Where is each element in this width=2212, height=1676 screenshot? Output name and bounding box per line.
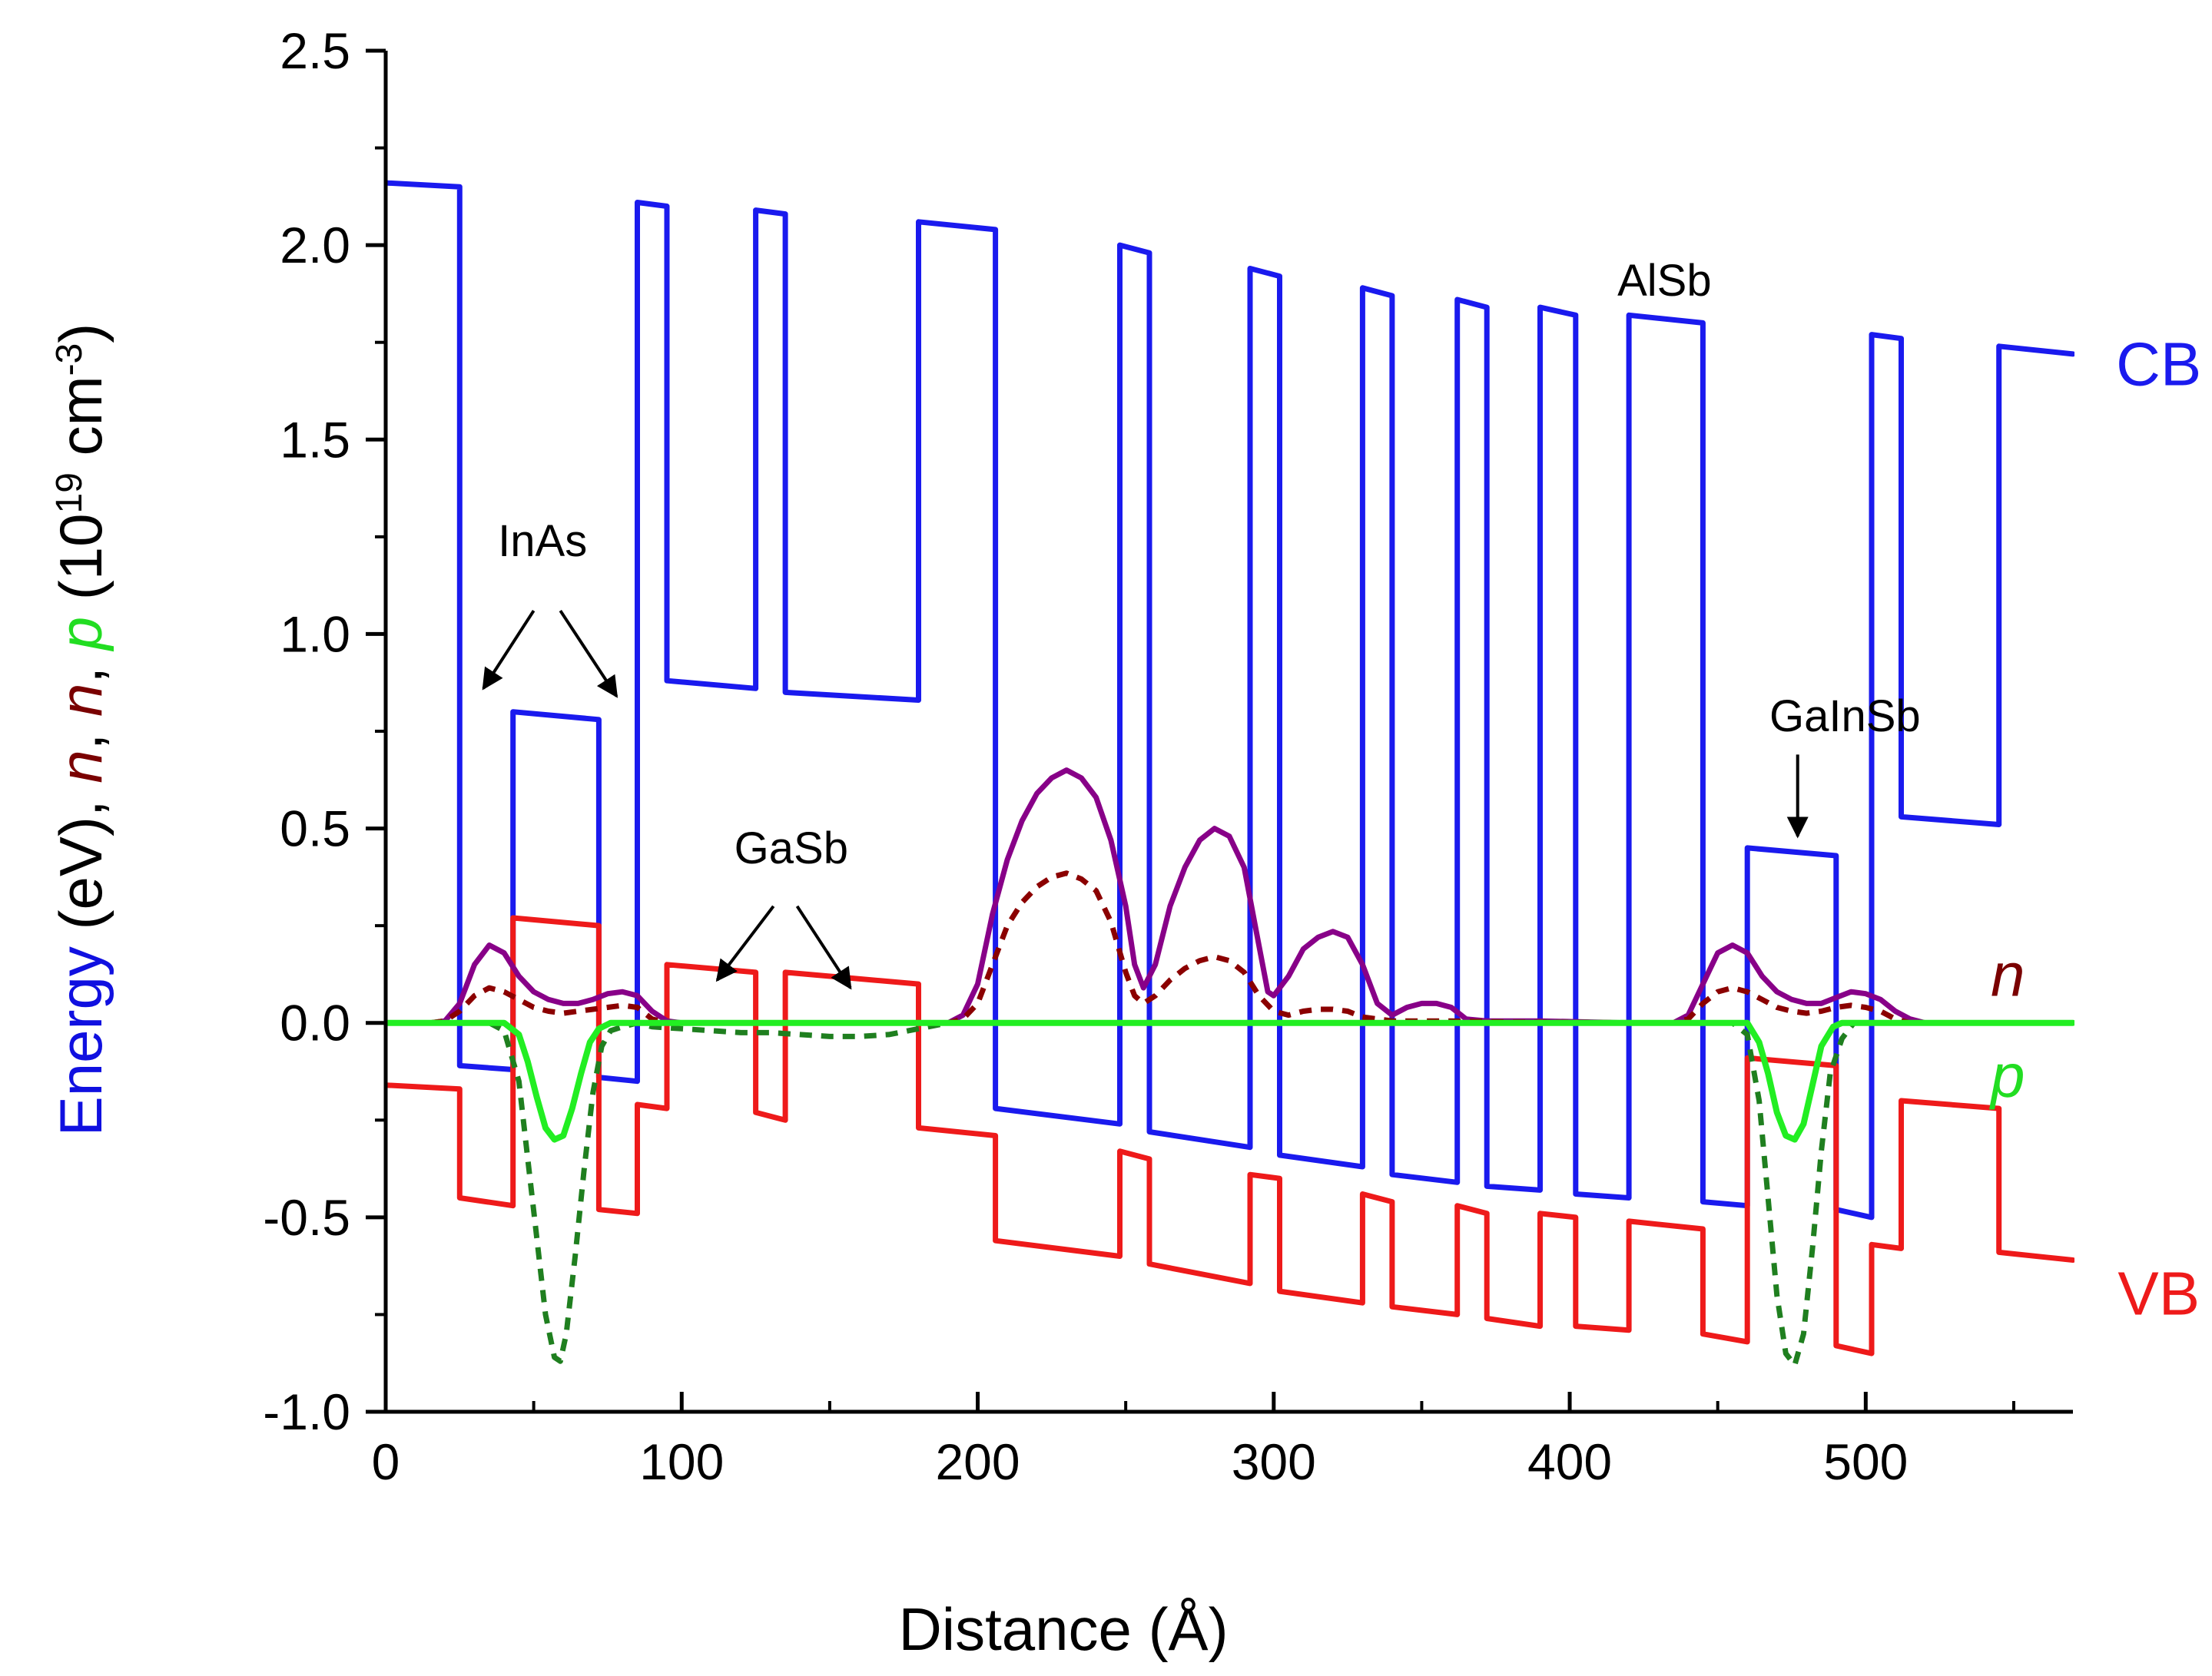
x-axis-title: Distance (Å) (898, 1595, 1228, 1663)
y-axis-title-part: , (47, 717, 114, 750)
y-tick-label: 1.5 (280, 411, 350, 468)
y-axis-title-part: cm (47, 376, 114, 472)
series-label-vb: VB (2117, 1259, 2200, 1327)
x-tick-label: 0 (372, 1433, 400, 1490)
ticks-layer: -1.0 -0.5 0.0 0.5 1.0 1.5 2.0 2.5 0 100 200 300 400 5… (263, 22, 2015, 1490)
annotation-arrow (482, 609, 536, 691)
annotation-arrow (715, 905, 775, 982)
annotation-gasb: GaSb (735, 823, 848, 873)
x-tick-label: 300 (1232, 1433, 1316, 1490)
series-p-solid-line (384, 1019, 2074, 1143)
y-tick-label: 0.5 (280, 800, 350, 857)
y-tick-label: 2.5 (280, 22, 350, 79)
y-axis-title: Energy (eV), n, n, p (1019 cm-3) (47, 323, 114, 1137)
y-axis-title-part: 19 (49, 472, 90, 513)
x-tick-label: 500 (1823, 1433, 1908, 1490)
series-p-dashed-line (488, 1020, 1856, 1368)
y-axis-title-part: p (47, 617, 114, 651)
series-n-dashed-line (429, 870, 1911, 1026)
series-label-n: n (1991, 940, 2025, 1009)
x-tick-label: 100 (639, 1433, 724, 1490)
y-axis-title-part: (eV), (47, 783, 114, 946)
annotation-arrow (559, 609, 618, 698)
y-axis-title-part: ) (47, 323, 114, 343)
y-tick-label: 2.0 (280, 217, 350, 273)
annotation-inas: InAs (498, 516, 587, 566)
annotations-layer: InAs GaSb AlSb GaInSb CB VB np (482, 256, 2201, 1327)
y-axis-title-part: Energy (47, 946, 114, 1136)
x-tick-label: 400 (1527, 1433, 1612, 1490)
series-layer (384, 180, 2074, 1368)
y-axis-title-part: , (47, 650, 114, 683)
annotation-gainsb: GaInSb (1769, 691, 1921, 741)
series-label-cb: CB (2116, 330, 2201, 398)
y-tick-label: -0.5 (263, 1189, 350, 1246)
annotation-alsb: AlSb (1617, 256, 1712, 306)
series-n-solid-line (384, 767, 2074, 1026)
y-tick-label: -1.0 (263, 1383, 350, 1440)
series-label-p: p (1989, 1042, 2025, 1110)
y-axis-title-part: n (47, 750, 114, 783)
x-tick-label: 200 (935, 1433, 1020, 1490)
y-axis-title-part: n (47, 684, 114, 717)
series-cb-line (384, 180, 2074, 1221)
y-tick-label: 0.0 (280, 995, 350, 1052)
y-tick-label: 1.0 (280, 605, 350, 662)
y-axis-title-part: -3 (49, 343, 90, 376)
y-axis-title-part: (10 (47, 513, 114, 616)
annotation-arrow (795, 905, 852, 990)
